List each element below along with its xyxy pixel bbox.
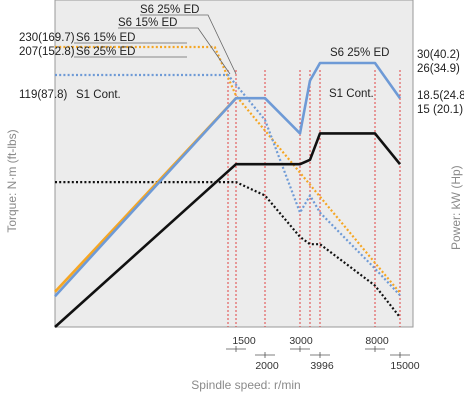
torque-label-230: 230(169.7): [19, 32, 75, 44]
torque-label-207: 207(152.8): [19, 46, 75, 58]
marker-lines: [227, 70, 401, 327]
label-s6-15-left: S6 15% ED: [76, 32, 135, 44]
xtick-15000: 15000: [390, 360, 419, 372]
power-label-30: 30(40.2): [417, 49, 460, 61]
xtick-3996: 3996: [310, 360, 334, 372]
x-axis-title: Spindle speed: r/min: [191, 378, 300, 392]
power-label-26: 26(34.9): [417, 63, 460, 75]
label-s6-15-top: S6 15% ED: [118, 17, 177, 29]
leader-line-1: [118, 27, 231, 75]
label-s1-left: S1 Cont.: [76, 89, 121, 101]
series-power-s1-cont-: [54, 132, 402, 328]
torque-label-119: 119(87.8): [19, 89, 68, 101]
xtick-8000: 8000: [365, 335, 389, 347]
label-s6-25-top: S6 25% ED: [140, 4, 199, 16]
power-label-18-5: 18.5(24.8): [417, 90, 464, 102]
label-s1-power: S1 Cont.: [329, 88, 374, 100]
x-tick-marks: [226, 346, 410, 358]
leader-lines: [74, 14, 237, 75]
leader-line-0: [140, 14, 237, 75]
xtick-2000: 2000: [255, 360, 279, 372]
series-power-s6-25-ed: [54, 61, 402, 298]
y-axis-title-left: Torque: N·m (ft-lbs): [5, 129, 19, 232]
xtick-1500: 1500: [232, 335, 256, 347]
series-group: [54, 45, 402, 328]
label-s6-25-power: S6 25% ED: [330, 47, 389, 59]
power-label-15: 15 (20.1): [417, 104, 463, 116]
label-s6-25-left: S6 25% ED: [76, 46, 135, 58]
series-torque-s1-cont-: [55, 181, 401, 318]
y-axis-title-right: Power: kW (Hp): [449, 165, 463, 250]
series-torque-s6-15-ed: [55, 45, 401, 294]
xtick-3000: 3000: [289, 335, 313, 347]
